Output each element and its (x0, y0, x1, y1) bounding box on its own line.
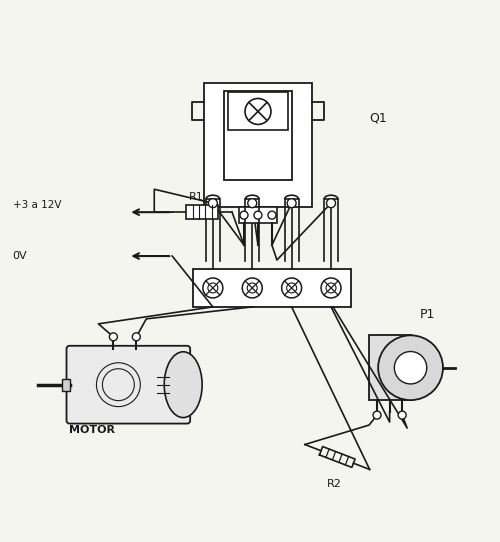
Circle shape (282, 278, 302, 298)
FancyBboxPatch shape (66, 346, 190, 424)
Bar (368, 335, 410, 400)
Text: +3 a 12V: +3 a 12V (12, 200, 61, 210)
Circle shape (326, 199, 336, 208)
Circle shape (321, 278, 341, 298)
Bar (224, 91, 292, 180)
Circle shape (268, 211, 276, 219)
Bar (62, 379, 70, 391)
Text: R1: R1 (189, 192, 204, 202)
Text: R2: R2 (328, 480, 342, 489)
Circle shape (242, 278, 262, 298)
Bar (193, 269, 350, 307)
Text: MOTOR: MOTOR (68, 424, 114, 435)
Circle shape (240, 211, 248, 219)
Circle shape (110, 333, 118, 341)
Circle shape (203, 278, 223, 298)
Circle shape (132, 333, 140, 341)
Circle shape (248, 199, 256, 208)
Circle shape (398, 411, 406, 419)
Text: Q1: Q1 (370, 112, 388, 125)
Text: P1: P1 (420, 308, 435, 321)
Circle shape (373, 411, 381, 419)
Bar (186, 205, 218, 219)
Circle shape (208, 199, 218, 208)
Circle shape (254, 211, 262, 219)
Bar (204, 82, 312, 207)
Text: 0V: 0V (12, 251, 28, 261)
Ellipse shape (164, 352, 202, 417)
Circle shape (394, 352, 427, 384)
Bar (239, 207, 277, 223)
Circle shape (245, 99, 271, 125)
Circle shape (378, 335, 443, 400)
Circle shape (287, 199, 296, 208)
Bar (228, 93, 288, 131)
